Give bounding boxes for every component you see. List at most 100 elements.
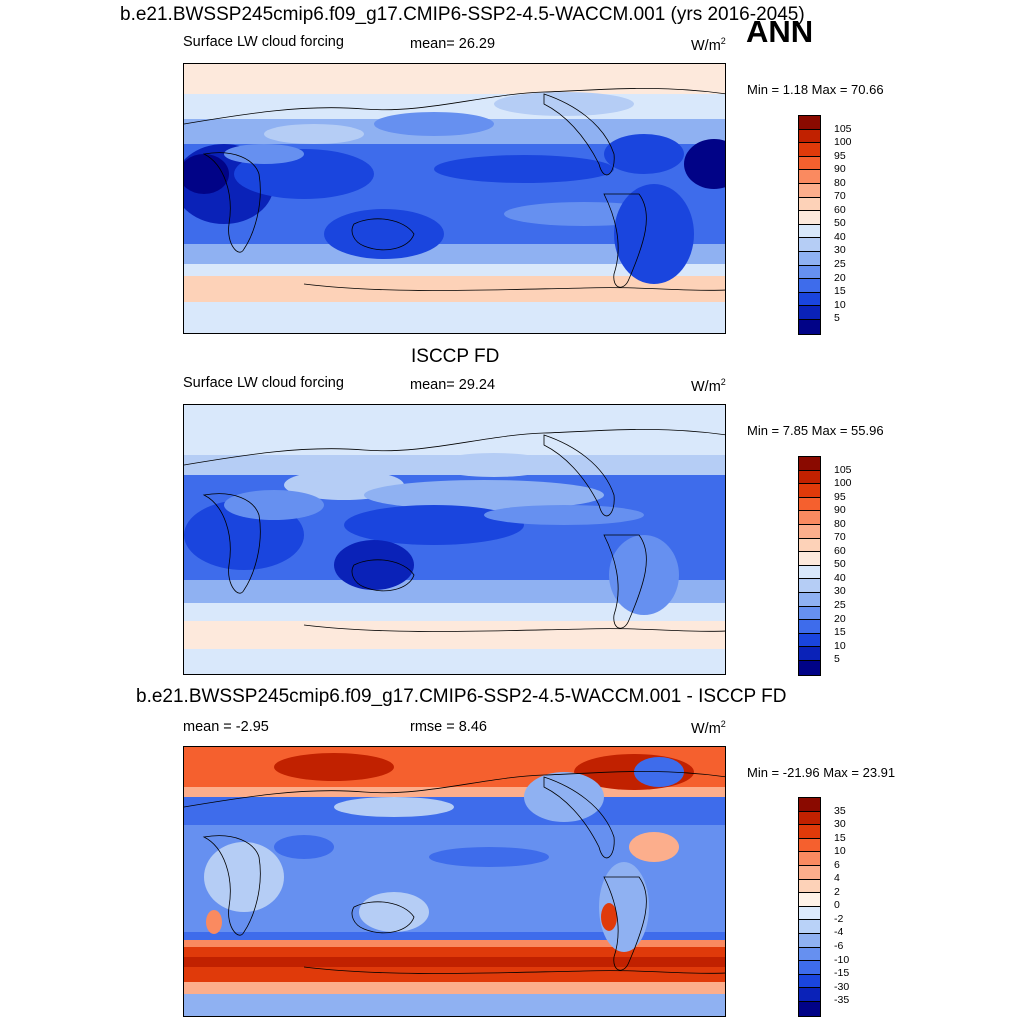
colorbar-label: 105 bbox=[834, 464, 852, 476]
colorbar-label: 60 bbox=[834, 204, 846, 216]
colorbar-box bbox=[799, 947, 820, 962]
colorbar-label: 20 bbox=[834, 272, 846, 284]
colorbar-label: 50 bbox=[834, 217, 846, 229]
colorbar-label: 20 bbox=[834, 613, 846, 625]
colorbar-box bbox=[799, 592, 820, 607]
colorbar-label: 6 bbox=[834, 859, 840, 871]
panel2-mean-label: mean= 29.24 bbox=[410, 377, 496, 393]
colorbar-box bbox=[799, 524, 820, 539]
colorbar-box bbox=[799, 620, 820, 634]
colorbar-label: 15 bbox=[834, 285, 846, 297]
colorbar-label: 105 bbox=[834, 123, 852, 135]
colorbar-box bbox=[799, 606, 820, 621]
colorbar-label: 70 bbox=[834, 531, 846, 543]
colorbar-label: -15 bbox=[834, 967, 850, 979]
colorbar-box bbox=[799, 265, 820, 280]
colorbar-box bbox=[799, 497, 820, 512]
panel3-units: W/m2 bbox=[691, 719, 726, 737]
panel3-minmax: Min = -21.96 Max = 23.91 bbox=[747, 765, 896, 780]
colorbar-label: 25 bbox=[834, 258, 846, 270]
colorbar-label: 2 bbox=[834, 886, 840, 898]
colorbar-box bbox=[799, 974, 820, 989]
colorbar-label: 0 bbox=[834, 899, 840, 911]
panel3-map bbox=[183, 746, 726, 1017]
colorbar-box bbox=[799, 852, 820, 866]
colorbar-box bbox=[799, 211, 820, 225]
season-label: ANN bbox=[746, 14, 814, 49]
colorbar-label: 15 bbox=[834, 626, 846, 638]
panel3-colorbar bbox=[798, 797, 821, 1017]
colorbar-box bbox=[799, 156, 820, 171]
panel2-map bbox=[183, 404, 726, 675]
colorbar-label: 80 bbox=[834, 177, 846, 189]
colorbar-box bbox=[799, 292, 820, 307]
colorbar-label: -30 bbox=[834, 981, 850, 993]
colorbar-label: -10 bbox=[834, 954, 850, 966]
colorbar-box bbox=[799, 798, 820, 812]
panel1-minmax: Min = 1.18 Max = 70.66 bbox=[747, 82, 884, 97]
colorbar-label: 15 bbox=[834, 832, 846, 844]
colorbar-box bbox=[799, 893, 820, 907]
colorbar-label: 70 bbox=[834, 190, 846, 202]
colorbar-label: -35 bbox=[834, 994, 850, 1006]
colorbar-box bbox=[799, 538, 820, 553]
colorbar-box bbox=[799, 511, 820, 525]
colorbar-label: -4 bbox=[834, 926, 844, 938]
panel2-colorbar bbox=[798, 456, 821, 676]
panel2-minmax: Min = 7.85 Max = 55.96 bbox=[747, 423, 884, 438]
colorbar-box bbox=[799, 457, 820, 471]
colorbar-box bbox=[799, 306, 820, 320]
colorbar-box bbox=[799, 552, 820, 566]
colorbar-box bbox=[799, 660, 820, 675]
colorbar-label: 40 bbox=[834, 572, 846, 584]
colorbar-box bbox=[799, 319, 820, 334]
panel3-mean-label: mean = -2.95 bbox=[183, 719, 269, 735]
colorbar-label: 50 bbox=[834, 558, 846, 570]
colorbar-box bbox=[799, 838, 820, 853]
panel1-colorbar bbox=[798, 115, 821, 335]
colorbar-label: 60 bbox=[834, 545, 846, 557]
colorbar-label: 10 bbox=[834, 299, 846, 311]
colorbar-label: 90 bbox=[834, 163, 846, 175]
panel1-variable-label: Surface LW cloud forcing bbox=[183, 34, 344, 50]
colorbar-label: 10 bbox=[834, 640, 846, 652]
colorbar-label: 30 bbox=[834, 818, 846, 830]
panel1-mean-label: mean= 26.29 bbox=[410, 36, 496, 52]
colorbar-label: -6 bbox=[834, 940, 844, 952]
colorbar-label: 35 bbox=[834, 805, 846, 817]
colorbar-box bbox=[799, 224, 820, 239]
colorbar-box bbox=[799, 933, 820, 948]
panel3-title: b.e21.BWSSP245cmip6.f09_g17.CMIP6-SSP2-4… bbox=[136, 686, 787, 707]
panel2-units: W/m2 bbox=[691, 377, 726, 395]
colorbar-box bbox=[799, 170, 820, 184]
colorbar-label: 40 bbox=[834, 231, 846, 243]
colorbar-box bbox=[799, 238, 820, 252]
colorbar-box bbox=[799, 633, 820, 648]
colorbar-label: 25 bbox=[834, 599, 846, 611]
panel3-rmse-label: rmse = 8.46 bbox=[410, 719, 487, 735]
panel2-title: ISCCP FD bbox=[411, 346, 500, 367]
colorbar-box bbox=[799, 565, 820, 580]
colorbar-box bbox=[799, 879, 820, 894]
colorbar-label: 5 bbox=[834, 312, 840, 324]
colorbar-box bbox=[799, 811, 820, 826]
colorbar-box bbox=[799, 825, 820, 839]
colorbar-box bbox=[799, 647, 820, 661]
colorbar-label: 5 bbox=[834, 653, 840, 665]
colorbar-box bbox=[799, 484, 820, 498]
colorbar-label: 95 bbox=[834, 150, 846, 162]
colorbar-box bbox=[799, 143, 820, 157]
colorbar-label: 80 bbox=[834, 518, 846, 530]
colorbar-box bbox=[799, 1001, 820, 1016]
colorbar-box bbox=[799, 116, 820, 130]
colorbar-label: 95 bbox=[834, 491, 846, 503]
colorbar-box bbox=[799, 129, 820, 144]
panel1-map bbox=[183, 63, 726, 334]
panel1-units: W/m2 bbox=[691, 36, 726, 54]
colorbar-box bbox=[799, 197, 820, 212]
colorbar-box bbox=[799, 920, 820, 934]
colorbar-box bbox=[799, 470, 820, 485]
colorbar-label: 30 bbox=[834, 244, 846, 256]
colorbar-label: 4 bbox=[834, 872, 840, 884]
colorbar-label: 10 bbox=[834, 845, 846, 857]
